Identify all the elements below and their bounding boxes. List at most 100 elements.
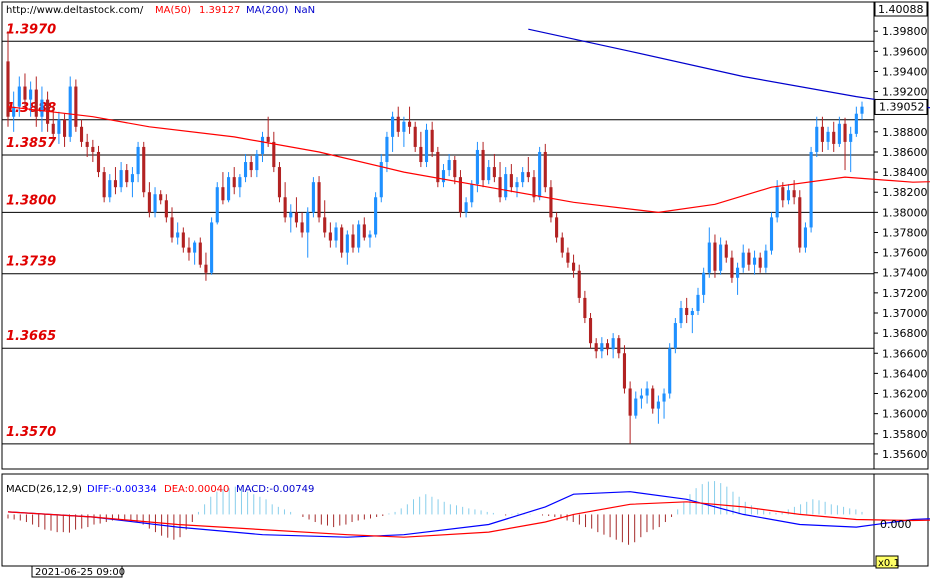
candle-body <box>379 162 383 198</box>
price-tick-label: 1.37000 <box>882 307 928 320</box>
candle-body <box>622 353 627 389</box>
candle-body <box>769 217 774 251</box>
candle-body <box>634 398 638 416</box>
candle-body <box>108 180 112 198</box>
price-tick-label: 1.37400 <box>882 267 928 280</box>
candle-body <box>781 187 785 201</box>
candle-body <box>243 162 248 178</box>
candle-body <box>504 174 508 198</box>
candle-body <box>792 190 796 198</box>
candle-body <box>628 388 632 416</box>
candle-body <box>464 202 468 213</box>
candle-body <box>611 338 615 350</box>
candle-body <box>436 151 440 183</box>
macd-diff-line <box>7 491 930 538</box>
candle-body <box>357 224 361 248</box>
candle-body <box>758 257 762 268</box>
moving-averages <box>7 28 930 214</box>
price-tick-label: 1.38400 <box>882 166 928 179</box>
candle-body <box>17 86 21 107</box>
source-url[interactable]: http://www.deltastock.com/ <box>6 5 144 16</box>
ma50-label: MA(50) <box>155 5 191 16</box>
candle-body <box>159 194 163 201</box>
candle-body <box>147 192 151 213</box>
candle-body <box>639 395 643 399</box>
candle-body <box>424 129 429 163</box>
level-lines: 1.39701.38881.38571.38001.37391.36651.35… <box>2 22 874 445</box>
candle-body <box>374 197 378 235</box>
candle-body <box>402 121 406 132</box>
candle-body <box>391 116 395 137</box>
candle-body <box>283 197 287 218</box>
candle-body <box>843 123 847 142</box>
price-tick-label: 1.38800 <box>882 126 928 139</box>
macd-panel <box>1 473 875 567</box>
candle-body <box>102 172 106 198</box>
candle-body <box>328 232 332 241</box>
candle-body <box>351 234 355 248</box>
candle-body <box>68 86 72 137</box>
price-panel <box>1 1 875 470</box>
candle-body <box>368 234 372 238</box>
candle-body <box>645 388 649 396</box>
candle-body <box>730 257 734 278</box>
macd-macd-label: MACD:-0.00749 <box>236 484 314 495</box>
candle-body <box>521 172 525 183</box>
candle-body <box>560 237 564 253</box>
price-tick-label: 1.37600 <box>882 247 928 260</box>
level-label: 1.3800 <box>6 193 56 208</box>
candle-body <box>707 242 711 273</box>
candle-body <box>662 393 666 402</box>
zoom-box[interactable] <box>875 555 899 569</box>
level-label: 1.3570 <box>6 425 56 440</box>
price-tick-label: 1.36400 <box>882 367 928 380</box>
candle-body <box>430 129 434 152</box>
candle-body <box>492 167 496 178</box>
candle-body <box>153 194 157 213</box>
level-label: 1.3970 <box>6 22 56 37</box>
candle-body <box>849 133 853 142</box>
price-tick-label: 1.39800 <box>882 25 928 38</box>
candle-body <box>764 250 768 268</box>
candle-body <box>736 267 740 278</box>
candle-body <box>453 160 457 178</box>
candle-body <box>204 264 208 273</box>
candle-body <box>63 119 67 137</box>
candle-body <box>747 252 751 265</box>
candle-body <box>713 242 717 271</box>
current-price-box <box>874 98 928 115</box>
candle-body <box>685 307 689 316</box>
level-label: 1.3739 <box>6 255 56 270</box>
candle-body <box>181 232 185 248</box>
candle-body <box>272 141 276 168</box>
candle-body <box>238 177 242 188</box>
candle-body <box>362 224 366 238</box>
price-axis <box>873 1 929 470</box>
candle-body <box>673 323 677 349</box>
candle-body <box>696 294 700 311</box>
ma50-line <box>7 106 930 214</box>
candle-body <box>396 116 400 132</box>
candle-body <box>29 89 33 100</box>
candle-body <box>198 242 202 265</box>
candle-body <box>826 131 830 142</box>
price-tick-label: 1.36600 <box>882 347 928 360</box>
candle-body <box>538 151 542 198</box>
candle-body <box>594 343 598 352</box>
candle-body <box>690 310 694 316</box>
candle-body <box>311 182 315 213</box>
level-label: 1.3857 <box>6 136 57 151</box>
candle-body <box>509 174 513 188</box>
price-tick-label: 1.39600 <box>882 45 928 58</box>
candle-body <box>74 86 78 127</box>
candle-body <box>588 318 593 344</box>
candle-body <box>345 234 349 253</box>
macd-series <box>7 481 930 545</box>
zoom-label[interactable]: x0.1 <box>878 558 900 569</box>
candle-body <box>210 222 214 273</box>
candle-body <box>277 167 282 198</box>
price-tick-label: 1.38200 <box>882 186 928 199</box>
candle-body <box>481 149 485 181</box>
candle-body <box>724 244 728 258</box>
